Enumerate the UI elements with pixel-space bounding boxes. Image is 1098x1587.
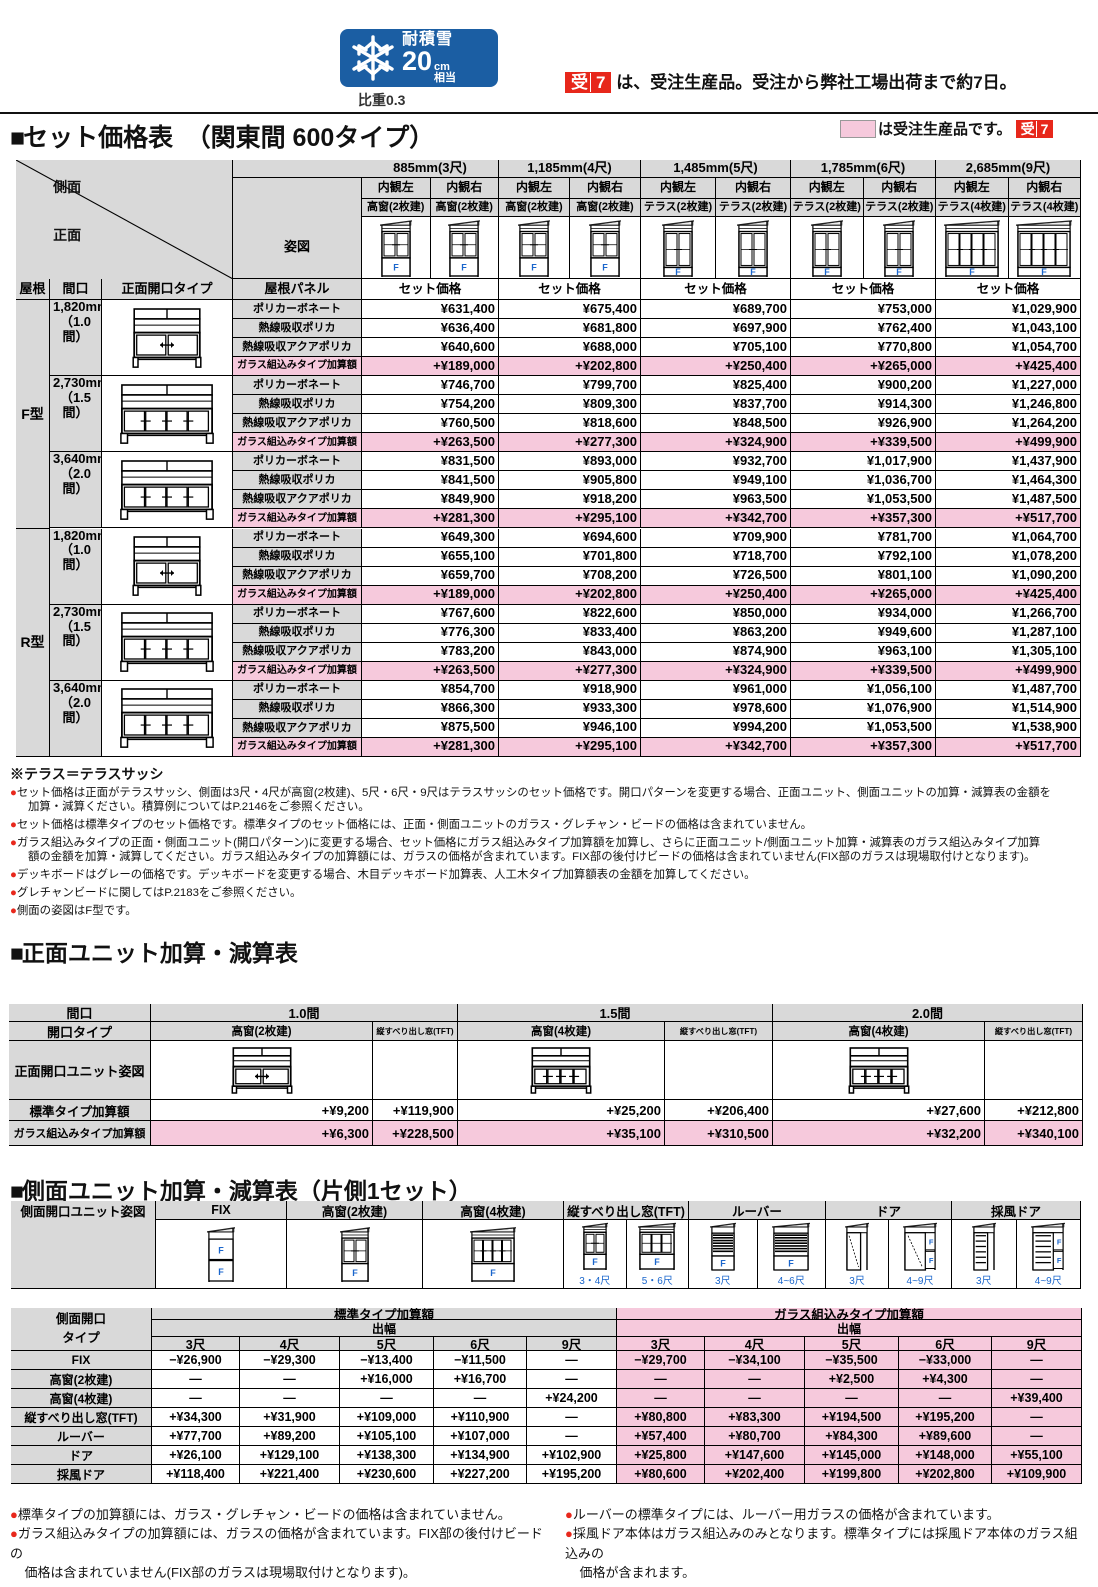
svg-text:F: F — [531, 262, 537, 272]
svg-text:F: F — [929, 1256, 934, 1265]
svg-text:F: F — [897, 267, 903, 277]
svg-text:F: F — [655, 1257, 661, 1267]
svg-text:F: F — [720, 1259, 726, 1269]
svg-text:F: F — [602, 262, 608, 272]
svg-text:F: F — [462, 262, 468, 272]
svg-text:F: F — [592, 1257, 598, 1267]
svg-text:F: F — [675, 267, 681, 277]
svg-text:F: F — [824, 267, 830, 277]
svg-text:F: F — [929, 1237, 934, 1246]
svg-text:F: F — [218, 1267, 224, 1277]
svg-text:F: F — [1057, 1237, 1062, 1246]
svg-text:F: F — [969, 267, 975, 277]
svg-text:F: F — [1042, 267, 1048, 277]
svg-text:F: F — [490, 1268, 496, 1278]
svg-text:F: F — [218, 1245, 224, 1255]
svg-text:F: F — [789, 1259, 795, 1269]
svg-text:F: F — [352, 1268, 358, 1278]
svg-text:F: F — [393, 262, 399, 272]
svg-text:F: F — [1057, 1256, 1062, 1265]
svg-text:F: F — [750, 267, 756, 277]
